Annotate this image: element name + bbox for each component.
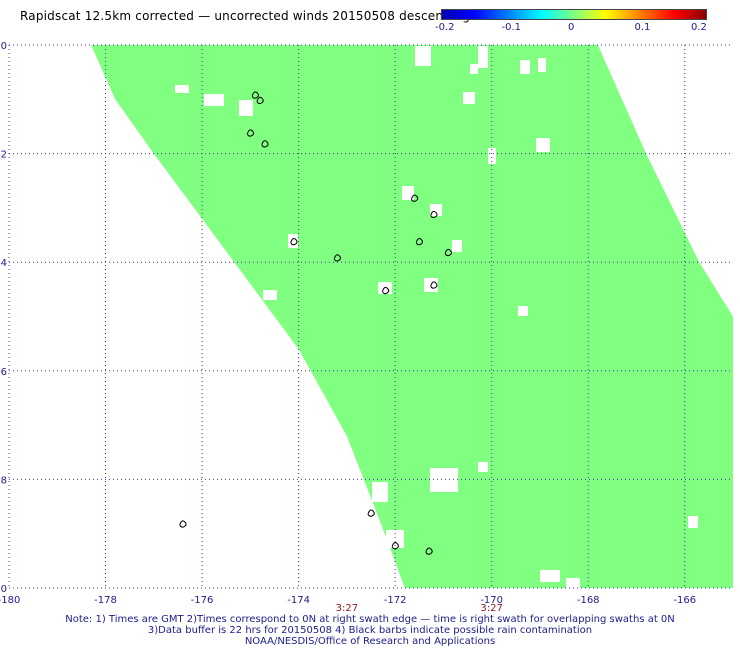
colorbar-tick-label: 0.2 [691,22,707,33]
rain-flag-marker [415,237,424,246]
colorbar-tick-label: -0.2 [435,22,455,33]
data-gap [204,94,224,106]
rain-flag-marker [251,91,259,99]
data-gap [608,48,622,62]
x-tick-label: -170 [480,595,503,606]
y-tick-label: -8 [0,475,7,486]
y-tick-label: -2 [0,150,7,161]
data-gap [478,46,488,68]
rain-flag-marker [430,281,438,289]
rain-flag-marker [333,254,341,262]
x-tick-label: -174 [287,595,310,606]
y-tick-label: -4 [0,258,7,269]
rain-flag-marker [256,96,264,105]
data-gap [386,530,404,548]
data-gap [540,570,560,582]
x-tick-label: -168 [577,595,600,606]
footnotes: Note: 1) Times are GMT 2)Times correspon… [0,614,740,647]
x-tick-label: -172 [384,595,407,606]
colorbar-tick-label: 0 [568,22,575,33]
rain-flag-marker [179,520,187,528]
data-gap [520,60,530,74]
colorbar [441,9,707,20]
x-tick-label: -176 [191,595,214,606]
colorbar-tick-label: -0.1 [501,22,522,33]
data-gap [430,204,442,216]
note-line-3: NOAA/NESDIS/Office of Research and Appli… [244,636,496,647]
swath-time-label: 3:27 [480,603,502,614]
data-gap [430,468,458,492]
rain-flag-marker [410,194,419,202]
y-tick-label: 0 [1,41,7,52]
rain-flag-marker [430,210,438,219]
grid-layer [8,44,733,589]
rain-flag-marker [391,542,399,550]
data-gap [402,186,414,200]
data-gap [372,482,388,502]
x-axis-ticks: -180 -178 -176 -174 -172 -170 -168 -166 [0,595,696,606]
y-tick-label: -6 [0,367,7,378]
swath-time-label: 3:27 [336,603,358,614]
y-axis-ticks: 0 -2 -4 -6 -8 -10 [0,41,7,595]
colorbar-tick-label: 0.1 [634,22,651,33]
data-gap [263,290,277,300]
data-gap [566,578,580,588]
data-gap [463,92,475,104]
data-gap [415,46,431,66]
rain-flag-marker [261,140,269,148]
time-labels: 3:27 3:27 [336,603,503,614]
data-gaps-layer [175,46,698,588]
rain-flag-marker [444,248,452,257]
data-gap [175,85,189,93]
rain-flag-marker [382,286,390,295]
rain-flag-marker [425,547,433,555]
data-gap [478,462,488,472]
chart-title: Rapidscat 12.5km corrected — uncorrected… [20,9,471,23]
rain-flag-layer [179,91,452,555]
data-gap [518,306,528,316]
data-gap [452,240,462,252]
y-tick-label: -10 [0,584,7,595]
x-tick-label: -178 [94,595,117,606]
x-tick-label: -166 [673,595,696,606]
wind-swath [91,45,733,588]
rain-flag-marker [367,509,375,517]
swath-layer [91,45,733,588]
note-line-1: Note: 1) Times are GMT 2)Times correspon… [65,614,675,625]
data-gap [488,148,496,164]
data-gap [288,234,298,248]
data-gap [688,516,698,528]
data-gap [470,64,478,74]
x-tick-label: -180 [0,595,20,606]
note-line-2: 3)Data buffer is 22 hrs for 20150508 4) … [147,625,593,636]
data-gap [239,100,253,116]
data-gap [536,138,550,152]
data-gap [662,124,674,136]
rain-flag-marker [246,129,255,137]
data-gap [538,58,546,72]
rain-flag-marker [290,237,298,246]
